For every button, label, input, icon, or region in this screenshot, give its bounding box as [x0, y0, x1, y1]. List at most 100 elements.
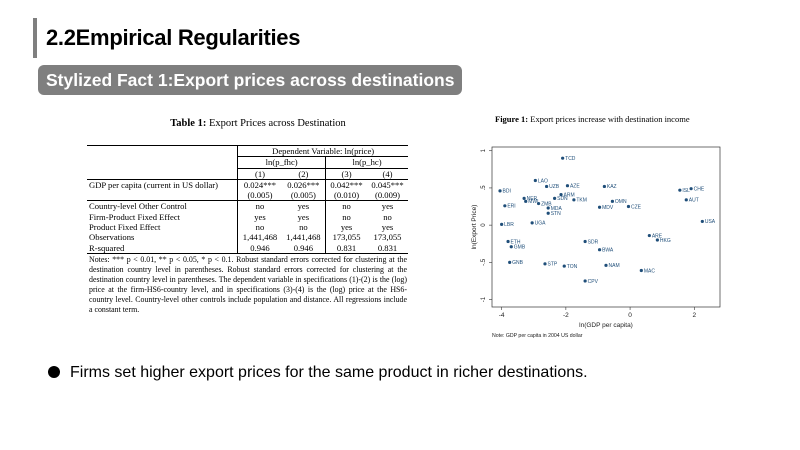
row-label: Product Fixed Effect [89, 222, 161, 233]
y-tick-label: 0 [481, 223, 487, 227]
col-number: (4) [382, 168, 393, 179]
point-label: STN [551, 211, 561, 217]
data-point [647, 233, 651, 238]
data-point [604, 263, 608, 267]
table-cell: yes [381, 222, 394, 233]
point-label: CHE [694, 186, 705, 192]
figure-caption-prefix: Figure 1: [495, 114, 529, 124]
data-point [678, 188, 682, 192]
table-caption: Table 1: Export Prices across Destinatio… [85, 118, 431, 129]
table-cell: 0.831 [325, 242, 368, 254]
point-label: STP [547, 262, 557, 268]
table-cell: (0.010) [325, 190, 368, 201]
figure-note: Note: GDP per capita in 2004 US dollar [492, 333, 583, 339]
col-number: (2) [298, 168, 309, 179]
table-corner [87, 146, 238, 157]
table-row: R-squared 0.946 0.946 0.831 0.831 [87, 242, 408, 254]
col-number: (3) [325, 168, 368, 180]
data-point [536, 201, 541, 206]
table-cell: 173,055 [325, 232, 368, 243]
table-cell: no [325, 211, 368, 223]
table-row: Firm-Product Fixed Effect yes yes no no [87, 211, 408, 223]
bullet-text: Firms set higher export prices for the s… [70, 364, 588, 381]
data-point [597, 205, 602, 209]
point-label: AUT [689, 198, 699, 204]
row-label: GDP per capita (current in US dollar) [89, 179, 219, 190]
point-label: ZMB [541, 201, 552, 207]
point-label: UZB [549, 184, 560, 190]
data-point [565, 184, 570, 188]
y-axis-label: ln(Export Price) [471, 205, 478, 250]
table-row: (0.005) (0.005) (0.010) (0.009) [87, 190, 408, 201]
data-point [522, 196, 526, 200]
row-label: Firm-Product Fixed Effect [89, 211, 181, 222]
point-label: TON [567, 264, 578, 270]
data-point [559, 193, 563, 197]
table-row: GDP per capita (current in US dollar) 0.0… [87, 179, 408, 191]
table-cell: yes [297, 211, 310, 222]
data-point [583, 239, 587, 244]
table-cell: no [299, 222, 308, 233]
point-label: AZE [570, 183, 580, 189]
table-cell: 1,441,468 [286, 232, 321, 243]
data-point [533, 178, 537, 183]
sub-header-product: ln(p_hc) [325, 156, 408, 169]
regression-table-image: Table 1: Export Prices across Destinatio… [85, 111, 431, 348]
stylized-fact-label: Stylized Fact 1:Export prices across des… [38, 65, 463, 95]
row-label: Observations [89, 232, 135, 243]
row-label [87, 190, 238, 201]
data-point [572, 198, 576, 202]
data-point [639, 268, 643, 273]
point-label: HKG [660, 238, 671, 244]
point-label: LAO [538, 178, 548, 184]
table-cell: yes [297, 201, 310, 212]
table-cell: 1,441,468 [237, 232, 282, 243]
data-point [561, 156, 565, 160]
point-label: UGA [535, 221, 547, 227]
point-label: KAZ [607, 184, 617, 190]
data-point [689, 187, 693, 191]
data-point [597, 248, 602, 252]
data-point [602, 184, 606, 189]
point-label: ERI [507, 204, 515, 210]
data-point [553, 196, 557, 200]
point-label: ARM [564, 192, 575, 198]
x-tick-label: -2 [563, 312, 569, 319]
point-label: OMN [615, 199, 627, 205]
point-label: USA [705, 219, 716, 225]
point-label: MDA [551, 206, 563, 212]
data-point [530, 221, 534, 225]
table-cell: 173,055 [373, 232, 402, 243]
point-label: SDR [588, 239, 599, 245]
data-point [583, 279, 587, 283]
dep-var-header: Dependent Variable: ln(price) [237, 145, 408, 158]
col-number: (1) [237, 168, 282, 180]
point-label: ETH [511, 239, 521, 245]
table-cell: 0.045*** [371, 179, 404, 190]
data-point [655, 238, 659, 242]
title-accent-bar [33, 18, 37, 58]
data-point [610, 199, 615, 203]
point-label: CZE [631, 204, 642, 210]
bullet-dot [48, 366, 60, 378]
y-tick-label: -.5 [481, 258, 487, 266]
table-cell: 0.831 [377, 242, 398, 253]
regression-table: Dependent Variable: ln(price) ln(p_fhc) … [87, 145, 408, 254]
data-point [700, 219, 704, 224]
table-notes: Notes: *** p < 0.01, ** p < 0.05, * p < … [89, 254, 407, 314]
point-label: NAM [609, 263, 620, 269]
data-point [509, 245, 513, 249]
y-tick-label: -1 [481, 296, 487, 302]
table-caption-text: Export Prices across Destination [208, 118, 346, 129]
point-label: BWA [602, 247, 614, 253]
x-tick-label: -4 [499, 312, 505, 319]
table-cell: yes [381, 201, 394, 212]
slide-title: 2.2Empirical Regularities [46, 25, 301, 50]
point-label: GNB [512, 260, 524, 266]
point-label: NER [527, 196, 538, 202]
table-cell: 0.024*** [237, 179, 282, 191]
point-label: MWI [528, 199, 538, 205]
table-cell: no [237, 200, 282, 212]
table-caption-prefix: Table 1: [170, 118, 207, 129]
figure-caption-text: Export prices increase with destination … [530, 114, 690, 124]
